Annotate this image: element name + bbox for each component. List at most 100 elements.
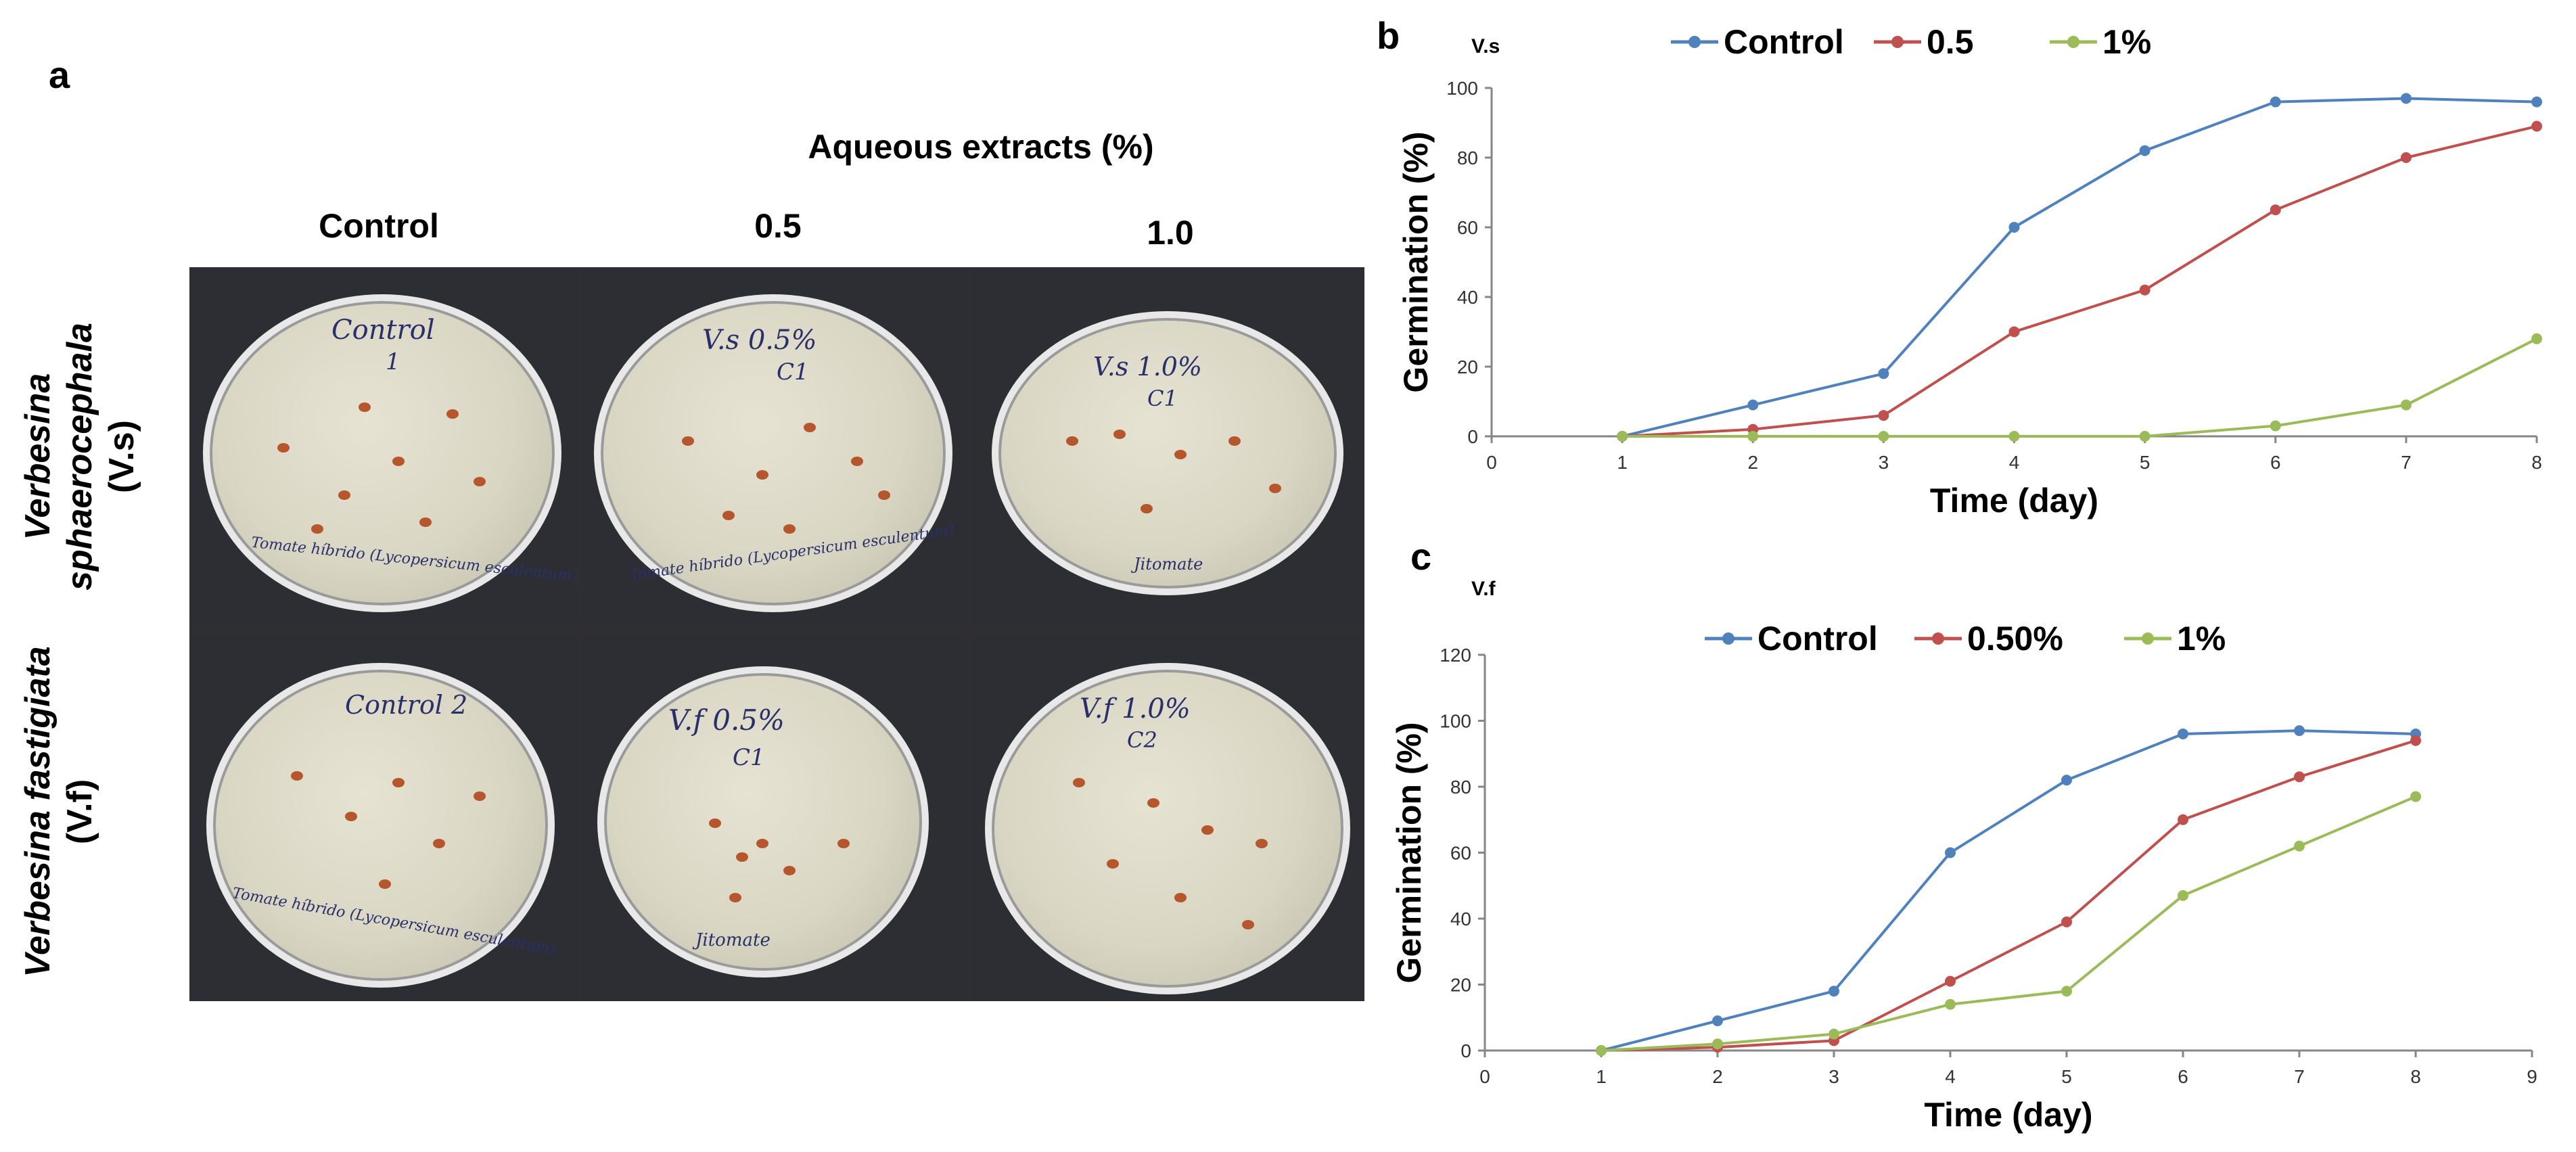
seed [1201,825,1214,835]
panel-b-letter: b [1377,14,1400,57]
seed [1141,504,1153,513]
data-point [2008,431,2020,442]
dish-label: V.s 1.0% [1093,352,1202,382]
seed [736,852,748,862]
data-point [2410,735,2421,746]
series-line-1 [1622,124,2537,438]
y-tick-label: 0 [1460,1040,1471,1061]
column-header-control: Control [319,207,439,245]
dish-sublabel: C1 [1147,386,1178,411]
data-point [2294,725,2305,737]
x-tick-label: 2 [1712,1066,1723,1087]
petri-dish [992,311,1343,595]
petri-dish-photo-grid: Control 1 Tomate híbrido (Lycopersicum e… [189,267,1364,1001]
dish-label: V.s 0.5% [702,325,817,356]
data-point [2400,152,2412,163]
seed [446,409,459,419]
data-point [1747,431,1759,442]
data-point [2008,326,2020,338]
y-tick-label: 0 [1467,426,1478,447]
seed [392,778,405,787]
legend-marker [1688,36,1701,48]
x-tick-label: 4 [1945,1066,1956,1087]
x-tick-label: 0 [1479,1066,1490,1087]
x-tick-label: 4 [2009,452,2020,473]
data-point [1945,847,1956,858]
x-tick-label: 8 [2531,452,2542,473]
seed [1174,450,1187,459]
legend-label: 1% [2102,23,2151,61]
data-point [1878,410,1889,421]
seed [1073,778,1085,787]
legend-label: Control [1724,23,1844,61]
x-axis-label: Time (day) [1924,1096,2092,1134]
seed [682,436,694,446]
photo-vs-control: Control 1 Tomate híbrido (Lycopersicum e… [189,267,575,626]
y-tick-label: 20 [1457,356,1478,377]
data-point [2270,204,2281,216]
seed [878,490,890,500]
data-point [1712,1038,1723,1050]
data-point [1828,1028,1839,1040]
x-tick-label: 8 [2410,1066,2421,1087]
seed [837,839,850,848]
x-tick-label: 2 [1747,452,1758,473]
seed [433,839,445,848]
data-point [2061,986,2072,997]
seed [311,524,323,534]
y-tick-label: 40 [1457,287,1478,308]
seed [1228,436,1241,446]
petri-dish [597,666,929,977]
y-axis-label: Germination (%) [1397,131,1435,392]
dish-sublabel: 1 [386,348,400,375]
y-tick-label: 60 [1457,217,1478,238]
chart-title: V.f [1471,578,1496,600]
seed [419,517,432,527]
petri-dish [985,663,1350,994]
legend-marker [1891,36,1904,48]
seed [1242,920,1254,929]
seed [783,866,796,875]
panel-a-letter: a [49,53,70,96]
data-point [2139,431,2150,442]
data-point [2400,399,2412,411]
photo-vs-1-0: V.s 1.0% C1 Jitomate [971,267,1364,626]
seed [1113,430,1126,439]
chart-c: 0 20 40 60 80 100 120 0 1 2 3 4 5 6 7 8 9 Time (day) Germi… [1390,578,2537,1134]
column-header-1-0: 1.0 [1147,214,1194,252]
dish-sublabel: C1 [733,744,765,771]
data-point [2178,814,2188,825]
legend-marker [2067,36,2079,48]
y-tick-label: 60 [1450,843,1471,864]
dish-sublabel: C2 [1127,727,1157,753]
data-point [2410,791,2421,802]
y-tick-label: 20 [1450,975,1471,996]
legend-label: 1% [2177,620,2226,658]
seed [756,839,768,848]
seed [474,791,486,801]
seed [1256,839,1268,848]
data-point [2178,890,2188,901]
photo-vf-0-5: V.f 0.5% C1 Jitomate [580,636,966,1001]
x-tick-label: 7 [2401,452,2412,473]
dish-sublabel: C1 [777,359,809,386]
data-point [1878,431,1889,442]
x-tick-label: 5 [2140,452,2150,473]
seed [756,470,768,480]
data-point [2531,96,2542,108]
dish-label: Control [331,315,435,346]
data-point [1747,399,1759,411]
seed [474,477,486,486]
dish-label: V.f 0.5% [668,704,785,737]
dish-label: V.f 1.0% [1080,693,1191,724]
seed [379,879,391,889]
data-point [2294,840,2305,852]
data-point [2531,333,2542,344]
x-tick-label: 3 [1879,452,1889,473]
seed [277,443,290,453]
legend-marker [1722,632,1734,645]
series-line-1 [1601,739,2416,1052]
data-point [1828,986,1839,997]
seed [722,511,735,520]
chart-b: 0 20 40 60 80 100 0 1 2 3 4 5 6 7 8 Time (day) Germinati… [1397,23,2542,520]
